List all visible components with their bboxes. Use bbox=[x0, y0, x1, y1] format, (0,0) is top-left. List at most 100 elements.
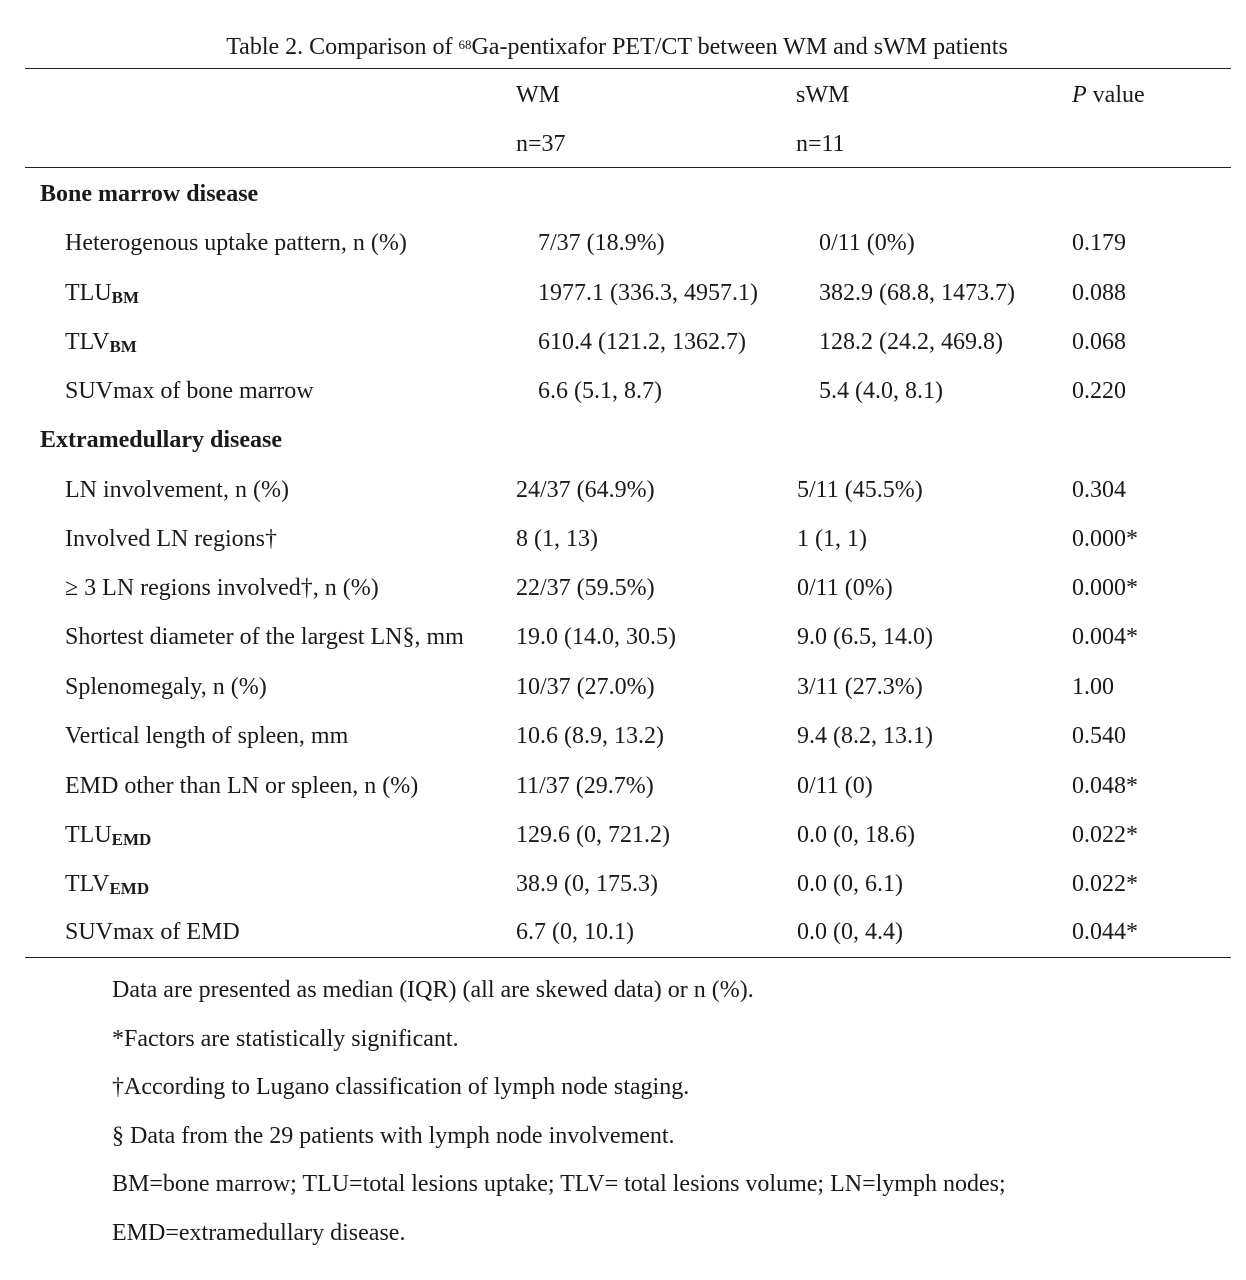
row-label-text: EMD other than LN or spleen, n (%) bbox=[65, 773, 419, 799]
p-value: 0.068 bbox=[1072, 329, 1126, 355]
wm-value: 7/37 (18.9%) bbox=[538, 230, 665, 256]
wm-value: 610.4 (121.2, 1362.7) bbox=[538, 329, 746, 355]
row-label-text: SUVmax of EMD bbox=[65, 919, 240, 945]
wm-value: 1977.1 (336.3, 4957.1) bbox=[538, 280, 758, 306]
p-value: 0.022* bbox=[1072, 871, 1138, 897]
section-header-row: Extramedullary disease bbox=[0, 422, 1246, 458]
table-notes: Data are presented as median (IQR) (all … bbox=[112, 966, 1222, 1257]
p-value: 0.000* bbox=[1072, 526, 1138, 552]
table-row: Shortest diameter of the largest LN§, mm… bbox=[0, 619, 1246, 655]
row-label: LN involvement, n (%) bbox=[65, 472, 289, 508]
row-label: SUVmax of EMD bbox=[65, 914, 240, 950]
table-row: EMD other than LN or spleen, n (%) 11/37 … bbox=[0, 768, 1246, 804]
table-row: Splenomegaly, n (%) 10/37 (27.0%) 3/11 (27… bbox=[0, 669, 1246, 705]
swm-value: 5/11 (45.5%) bbox=[797, 477, 923, 503]
bottom-rule bbox=[25, 957, 1231, 958]
table-row: TLVEMD 38.9 (0, 175.3) 0.0 (0, 6.1) 0.022* bbox=[0, 866, 1246, 902]
swm-value: 9.4 (8.2, 13.1) bbox=[797, 723, 933, 749]
table-row: TLUBM 1977.1 (336.3, 4957.1) 382.9 (68.8, … bbox=[0, 275, 1246, 311]
section-header-row: Bone marrow disease bbox=[0, 176, 1246, 212]
row-label-text: ≥ 3 LN regions involved†, n (%) bbox=[65, 575, 379, 601]
header-swm-n: n=11 bbox=[796, 131, 845, 157]
p-value: 0.304 bbox=[1072, 477, 1126, 503]
wm-value: 10/37 (27.0%) bbox=[516, 674, 655, 700]
swm-value: 0.0 (0, 6.1) bbox=[797, 871, 903, 897]
table-row: Involved LN regions† 8 (1, 13) 1 (1, 1) 0.0… bbox=[0, 521, 1246, 557]
row-label: EMD other than LN or spleen, n (%) bbox=[65, 768, 418, 804]
table-title-superscript: 68 bbox=[458, 37, 472, 52]
table-title: Table 2. Comparison of 68Ga-pentixafor P… bbox=[0, 30, 1234, 64]
p-value: 0.004* bbox=[1072, 624, 1138, 650]
table-row: SUVmax of bone marrow 6.6 (5.1, 8.7) 5.4 (… bbox=[0, 373, 1246, 409]
row-label-text: Vertical length of spleen, mm bbox=[65, 723, 349, 749]
table-row: Heterogenous uptake pattern, n (%) 7/37 (… bbox=[0, 225, 1246, 261]
wm-value: 24/37 (64.9%) bbox=[516, 477, 655, 503]
swm-value: 0/11 (0%) bbox=[797, 575, 893, 601]
row-label-text: SUVmax of bone marrow bbox=[65, 378, 314, 404]
header-wm-n: n=37 bbox=[516, 131, 566, 157]
row-label: TLUBM bbox=[65, 275, 139, 316]
header-rule bbox=[25, 167, 1231, 168]
row-label: TLVEMD bbox=[65, 866, 149, 907]
p-value: 0.220 bbox=[1072, 378, 1126, 404]
table-row: TLVBM 610.4 (121.2, 1362.7) 128.2 (24.2, 4… bbox=[0, 324, 1246, 360]
row-label-text: LN involvement, n (%) bbox=[65, 477, 289, 503]
p-value: 0.048* bbox=[1072, 773, 1138, 799]
row-label-text: Involved LN regions† bbox=[65, 526, 277, 552]
row-label-text: TLV bbox=[65, 871, 110, 897]
wm-value: 129.6 (0, 721.2) bbox=[516, 822, 670, 848]
row-label-subscript: EMD bbox=[109, 879, 150, 898]
table-row: SUVmax of EMD 6.7 (0, 10.1) 0.0 (0, 4.4) 0.… bbox=[0, 914, 1246, 950]
wm-value: 22/37 (59.5%) bbox=[516, 575, 655, 601]
row-label: TLVBM bbox=[65, 324, 137, 365]
table-row: LN involvement, n (%) 24/37 (64.9%) 5/11 (… bbox=[0, 472, 1246, 508]
row-label-subscript: BM bbox=[109, 337, 137, 356]
swm-value: 128.2 (24.2, 469.8) bbox=[819, 329, 1003, 355]
row-label: TLUEMD bbox=[65, 817, 151, 858]
row-label-text: TLV bbox=[65, 329, 110, 355]
note-line: †According to Lugano classification of l… bbox=[112, 1074, 690, 1100]
swm-value: 0.0 (0, 4.4) bbox=[797, 919, 903, 945]
note-line: EMD=extramedullary disease. bbox=[112, 1219, 406, 1246]
header-p-italic: P bbox=[1072, 82, 1087, 108]
table-row: TLUEMD 129.6 (0, 721.2) 0.0 (0, 18.6) 0.022… bbox=[0, 817, 1246, 853]
row-label: Splenomegaly, n (%) bbox=[65, 669, 267, 705]
table-title-suffix: Ga-pentixafor PET/CT between WM and sWM … bbox=[471, 34, 1008, 60]
swm-value: 0/11 (0) bbox=[797, 773, 873, 799]
swm-value: 0.0 (0, 18.6) bbox=[797, 822, 915, 848]
row-label-text: Heterogenous uptake pattern, n (%) bbox=[65, 230, 407, 256]
wm-value: 11/37 (29.7%) bbox=[516, 773, 654, 799]
row-label: ≥ 3 LN regions involved†, n (%) bbox=[65, 570, 379, 606]
header-wm: WM bbox=[516, 82, 560, 108]
wm-value: 38.9 (0, 175.3) bbox=[516, 871, 658, 897]
swm-value: 1 (1, 1) bbox=[797, 526, 867, 552]
row-label-text: TLU bbox=[65, 280, 112, 306]
table-row: ≥ 3 LN regions involved†, n (%) 22/37 (59… bbox=[0, 570, 1246, 606]
wm-value: 19.0 (14.0, 30.5) bbox=[516, 624, 676, 650]
row-label-text: TLU bbox=[65, 822, 112, 848]
wm-value: 8 (1, 13) bbox=[516, 526, 598, 552]
header-p-rest: value bbox=[1086, 82, 1145, 108]
p-value: 0.044* bbox=[1072, 919, 1138, 945]
row-label: SUVmax of bone marrow bbox=[65, 373, 314, 409]
p-value: 0.022* bbox=[1072, 822, 1138, 848]
note-line: Data are presented as median (IQR) (all … bbox=[112, 977, 754, 1003]
top-rule bbox=[25, 68, 1231, 69]
p-value: 0.179 bbox=[1072, 230, 1126, 256]
note-line: BM=bone marrow; TLU=total lesions uptake… bbox=[112, 1171, 1006, 1197]
row-label-subscript: BM bbox=[111, 288, 140, 307]
row-label: Involved LN regions† bbox=[65, 521, 277, 557]
swm-value: 382.9 (68.8, 1473.7) bbox=[819, 280, 1015, 306]
row-label-text: Splenomegaly, n (%) bbox=[65, 674, 267, 700]
swm-value: 9.0 (6.5, 14.0) bbox=[797, 624, 933, 650]
wm-value: 6.7 (0, 10.1) bbox=[516, 919, 634, 945]
section-title: Bone marrow disease bbox=[40, 181, 259, 207]
row-label-subscript: EMD bbox=[111, 830, 152, 849]
row-label: Vertical length of spleen, mm bbox=[65, 718, 348, 754]
p-value: 0.088 bbox=[1072, 280, 1126, 306]
note-line: § Data from the 29 patients with lymph n… bbox=[112, 1122, 675, 1149]
p-value: 0.000* bbox=[1072, 575, 1138, 601]
header-swm: sWM bbox=[796, 82, 850, 108]
table-title-prefix: Table 2. Comparison of bbox=[226, 34, 459, 60]
row-label: Shortest diameter of the largest LN§, mm bbox=[65, 619, 464, 655]
